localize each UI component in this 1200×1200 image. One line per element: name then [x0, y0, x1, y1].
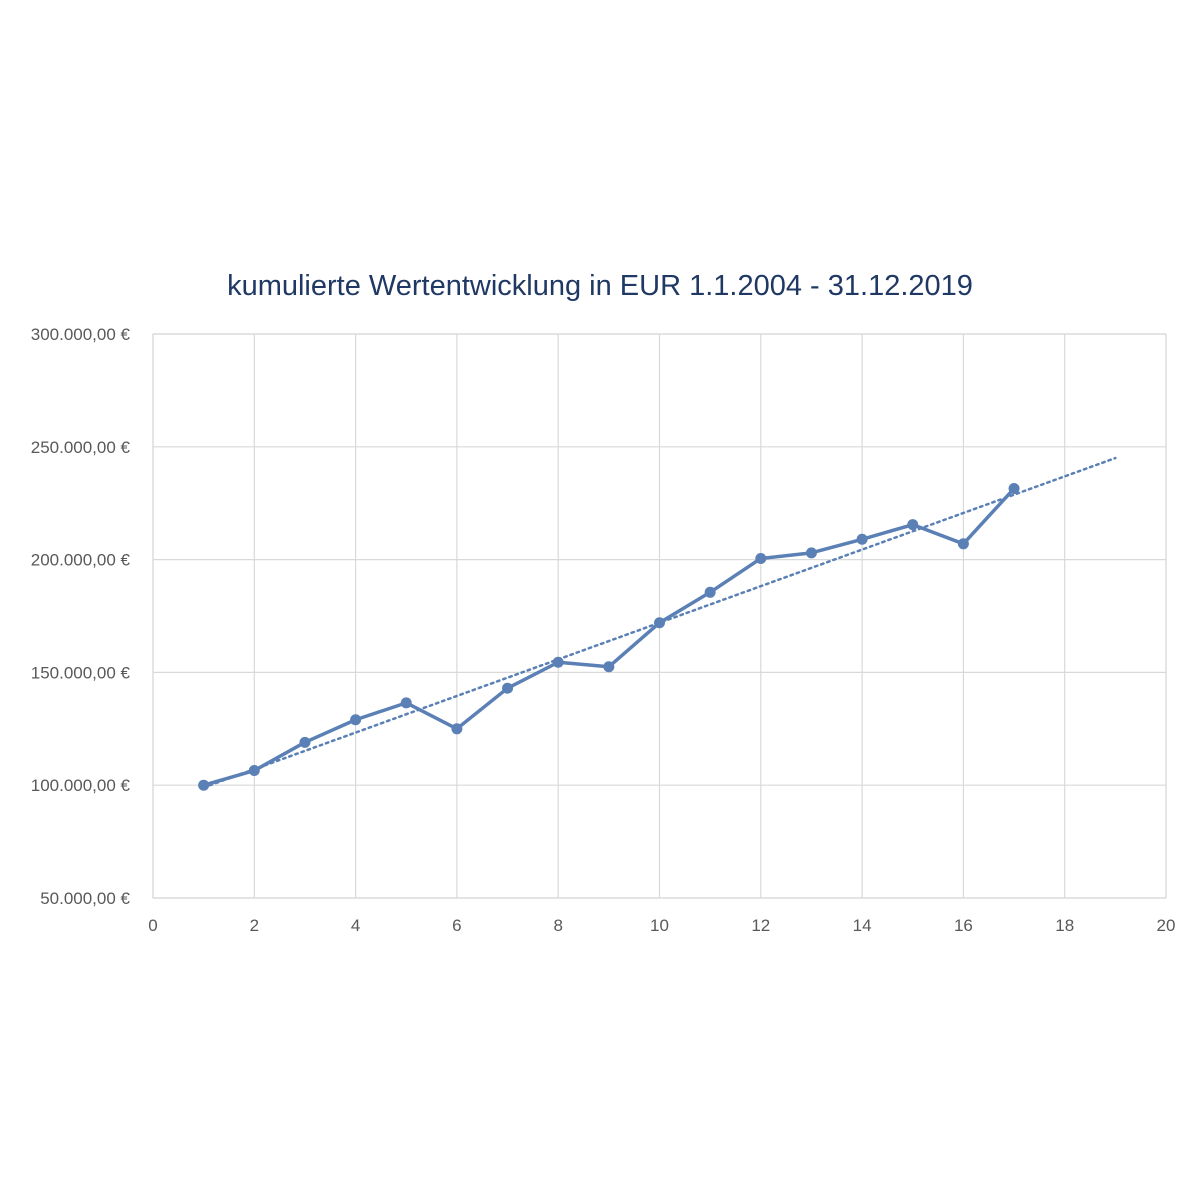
data-point: [552, 656, 564, 668]
x-tick-label: 2: [250, 916, 259, 935]
data-point: [350, 714, 362, 726]
x-tick-label: 8: [553, 916, 562, 935]
data-point: [198, 779, 210, 791]
x-tick-label: 6: [452, 916, 461, 935]
data-point: [856, 533, 868, 545]
data-point: [907, 519, 919, 531]
data-point: [299, 736, 311, 748]
x-tick-label: 20: [1157, 916, 1176, 935]
data-point: [1008, 483, 1020, 495]
data-point: [957, 538, 969, 550]
data-point: [400, 697, 412, 709]
data-point: [603, 661, 615, 673]
y-tick-label: 50.000,00 €: [40, 889, 130, 908]
y-tick-label: 250.000,00 €: [31, 438, 131, 457]
plot-border: [152, 333, 1167, 899]
y-tick-label: 200.000,00 €: [31, 551, 131, 570]
x-tick-label: 12: [751, 916, 770, 935]
data-point: [654, 617, 665, 629]
series-layer: [198, 483, 1020, 791]
vertical-gridlines: [152, 334, 1167, 898]
data-point: [704, 586, 716, 598]
y-tick-label: 100.000,00 €: [31, 776, 131, 795]
data-point: [248, 765, 260, 777]
data-point: [755, 552, 767, 564]
x-tick-label: 10: [650, 916, 669, 935]
x-axis-tick-labels: 0 2 4 6 8 10 12 14 16 18 20: [148, 916, 1175, 935]
plot-area: [152, 333, 1167, 899]
data-point: [805, 547, 817, 559]
y-axis-tick-labels: 50.000,00 € 100.000,00 € 150.000,00 € 200.0…: [31, 325, 131, 908]
x-tick-label: 0: [148, 916, 157, 935]
y-tick-label: 150.000,00 €: [31, 663, 131, 682]
data-point: [451, 723, 463, 735]
series-line: [201, 486, 1016, 787]
data-point: [502, 682, 514, 694]
chart-title: kumulierte Wertentwicklung in EUR 1.1.20…: [227, 270, 973, 302]
x-tick-label: 18: [1055, 916, 1074, 935]
x-tick-label: 16: [954, 916, 973, 935]
x-tick-label: 4: [351, 916, 360, 935]
x-tick-label: 14: [853, 916, 872, 935]
y-tick-label: 300.000,00 €: [31, 325, 131, 344]
